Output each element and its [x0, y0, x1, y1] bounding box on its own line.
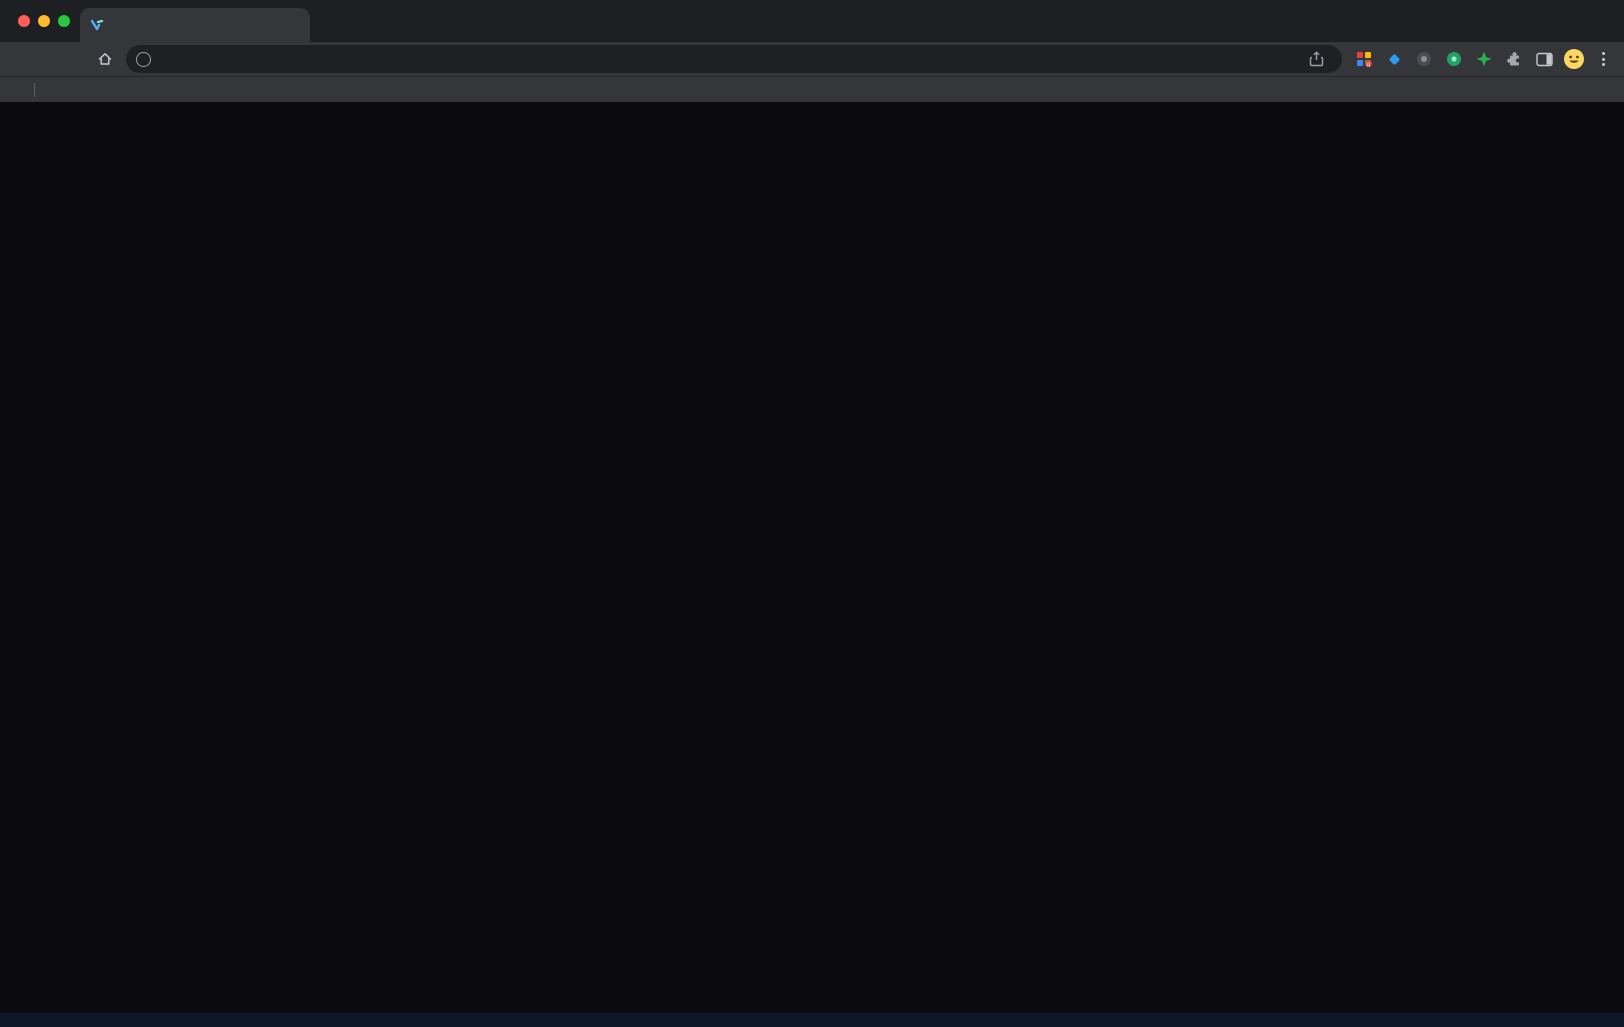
chart-donut[interactable]	[540, 640, 932, 870]
bookmarks-divider	[34, 82, 35, 97]
browser-chrome: g	[0, 0, 1624, 102]
bookmarks-bar	[0, 76, 1624, 102]
chart-horizontal-bar[interactable]	[498, 150, 892, 364]
browser-tab[interactable]	[80, 8, 310, 42]
home-button[interactable]	[92, 47, 118, 71]
forward-button[interactable]	[36, 47, 62, 71]
navigation-bar: g	[0, 42, 1624, 76]
chart-grouped-bar[interactable]	[30, 148, 460, 362]
browser-menu-icon[interactable]	[1592, 47, 1614, 71]
side-panel-icon[interactable]	[1532, 47, 1556, 71]
extension-dark-icon[interactable]	[1412, 47, 1436, 71]
address-bar[interactable]	[126, 45, 1342, 73]
chart-capsule-progress[interactable]	[980, 158, 1370, 393]
other-bookmarks[interactable]	[1596, 88, 1616, 92]
window-controls	[18, 15, 70, 27]
bookmarks-root[interactable]	[8, 88, 28, 92]
profile-avatar[interactable]	[1562, 47, 1586, 71]
tab-favicon	[90, 18, 104, 32]
footer-strip	[0, 1013, 1624, 1027]
page-content	[0, 102, 1624, 1027]
chart-line-area[interactable]	[984, 384, 1352, 596]
extension-diamond-icon[interactable]	[1382, 47, 1406, 71]
site-info-icon[interactable]	[136, 51, 151, 67]
zoom-window-button[interactable]	[58, 15, 70, 27]
extension-green-circle-icon[interactable]	[1442, 47, 1466, 71]
extension-green-star-icon[interactable]	[1472, 47, 1496, 71]
svg-text:g: g	[1367, 62, 1370, 67]
extension-grid-icon[interactable]: g	[1352, 47, 1376, 71]
chart-line-area-two-series[interactable]	[98, 674, 484, 886]
chart-line-gradient[interactable]	[494, 394, 876, 612]
tab-strip	[0, 0, 1624, 42]
back-button[interactable]	[8, 47, 34, 71]
reload-button[interactable]	[64, 47, 90, 71]
chart-line-two-series[interactable]	[36, 422, 426, 634]
extensions-puzzle-icon[interactable]	[1502, 47, 1526, 71]
minimize-window-button[interactable]	[38, 15, 50, 27]
share-icon[interactable]	[1309, 51, 1324, 67]
close-window-button[interactable]	[18, 15, 30, 27]
chart-gauge[interactable]	[1042, 644, 1272, 859]
